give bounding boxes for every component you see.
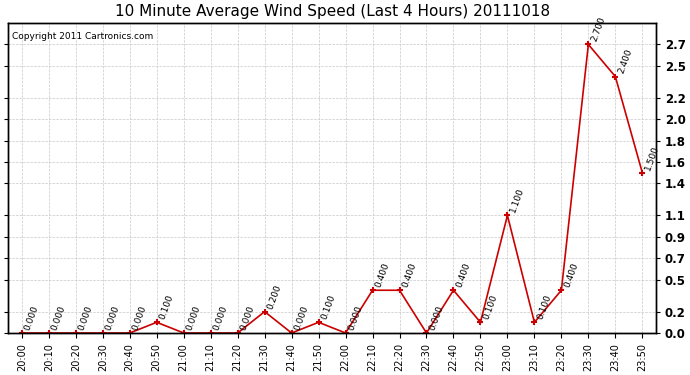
Text: 0.100: 0.100 [158, 294, 175, 321]
Text: 0.000: 0.000 [428, 304, 445, 332]
Text: 1.100: 1.100 [509, 187, 526, 214]
Text: 0.000: 0.000 [293, 304, 310, 332]
Text: 0.000: 0.000 [50, 304, 68, 332]
Text: 0.000: 0.000 [239, 304, 257, 332]
Text: 0.400: 0.400 [455, 262, 472, 289]
Text: 0.000: 0.000 [131, 304, 148, 332]
Text: 0.200: 0.200 [266, 283, 284, 310]
Text: 0.400: 0.400 [374, 262, 391, 289]
Text: 0.100: 0.100 [320, 294, 337, 321]
Text: 0.100: 0.100 [482, 294, 499, 321]
Text: 0.000: 0.000 [104, 304, 121, 332]
Text: 0.000: 0.000 [77, 304, 95, 332]
Text: 0.100: 0.100 [536, 294, 553, 321]
Text: 1.500: 1.500 [644, 144, 661, 171]
Text: Copyright 2011 Cartronics.com: Copyright 2011 Cartronics.com [12, 32, 152, 41]
Text: 0.400: 0.400 [563, 262, 580, 289]
Text: 2.700: 2.700 [590, 16, 607, 43]
Text: 0.000: 0.000 [23, 304, 41, 332]
Text: 0.400: 0.400 [401, 262, 418, 289]
Title: 10 Minute Average Wind Speed (Last 4 Hours) 20111018: 10 Minute Average Wind Speed (Last 4 Hou… [115, 4, 550, 19]
Text: 0.000: 0.000 [347, 304, 364, 332]
Text: 0.000: 0.000 [212, 304, 229, 332]
Text: 0.000: 0.000 [185, 304, 202, 332]
Text: 2.400: 2.400 [617, 48, 634, 75]
